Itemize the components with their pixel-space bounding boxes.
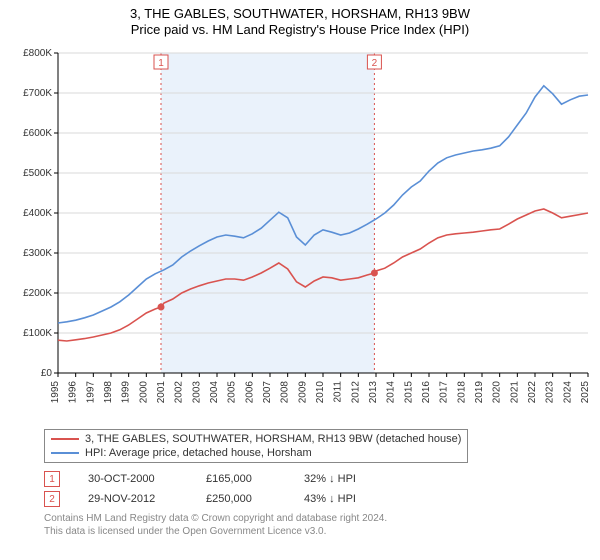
svg-text:1998: 1998: [103, 380, 114, 403]
svg-text:2004: 2004: [209, 380, 220, 403]
svg-text:2022: 2022: [527, 380, 538, 403]
svg-text:2010: 2010: [315, 380, 326, 403]
svg-text:2003: 2003: [191, 380, 202, 403]
table-row: 2 29-NOV-2012 £250,000 43% ↓ HPI: [44, 489, 590, 509]
svg-text:£600K: £600K: [23, 128, 52, 139]
svg-text:£700K: £700K: [23, 88, 52, 99]
svg-text:2009: 2009: [297, 380, 308, 403]
legend-swatch: [51, 438, 79, 440]
svg-text:£100K: £100K: [23, 328, 52, 339]
tx-date: 29-NOV-2012: [88, 493, 178, 505]
svg-text:2015: 2015: [403, 380, 414, 403]
svg-text:2023: 2023: [545, 380, 556, 403]
tx-marker-icon: 1: [44, 471, 60, 487]
svg-text:2020: 2020: [492, 380, 503, 403]
tx-pct: 32% ↓ HPI: [304, 473, 394, 485]
tx-date: 30-OCT-2000: [88, 473, 178, 485]
svg-text:1995: 1995: [50, 380, 61, 403]
legend-label: HPI: Average price, detached house, Hors…: [85, 446, 312, 460]
svg-text:2001: 2001: [156, 380, 167, 403]
legend-label: 3, THE GABLES, SOUTHWATER, HORSHAM, RH13…: [85, 432, 461, 446]
tx-pct: 43% ↓ HPI: [304, 493, 394, 505]
svg-text:2025: 2025: [580, 380, 591, 403]
svg-text:1999: 1999: [121, 380, 132, 403]
svg-text:2019: 2019: [474, 380, 485, 403]
svg-text:2006: 2006: [244, 380, 255, 403]
svg-text:2000: 2000: [138, 380, 149, 403]
svg-text:2016: 2016: [421, 380, 432, 403]
svg-text:£300K: £300K: [23, 248, 52, 259]
svg-text:2017: 2017: [439, 380, 450, 403]
tx-price: £165,000: [206, 473, 276, 485]
svg-text:2008: 2008: [280, 380, 291, 403]
svg-text:2021: 2021: [509, 380, 520, 403]
svg-text:1996: 1996: [68, 380, 79, 403]
svg-text:2: 2: [372, 58, 378, 69]
svg-text:2013: 2013: [368, 380, 379, 403]
chart-card: 3, THE GABLES, SOUTHWATER, HORSHAM, RH13…: [0, 0, 600, 560]
chart-area: £0 £100K £200K £300K £400K £500K £600K £700K £80…: [8, 43, 592, 423]
svg-text:£500K: £500K: [23, 168, 52, 179]
legend: 3, THE GABLES, SOUTHWATER, HORSHAM, RH13…: [44, 429, 468, 464]
chart-title: 3, THE GABLES, SOUTHWATER, HORSHAM, RH13…: [8, 6, 592, 22]
transaction-table: 1 30-OCT-2000 £165,000 32% ↓ HPI 2 29-NO…: [44, 469, 590, 509]
legend-swatch: [51, 452, 79, 454]
tx-marker-icon: 2: [44, 491, 60, 507]
svg-text:£800K: £800K: [23, 48, 52, 59]
svg-text:2002: 2002: [174, 380, 185, 403]
svg-text:2005: 2005: [227, 380, 238, 403]
svg-text:1997: 1997: [85, 380, 96, 403]
table-row: 1 30-OCT-2000 £165,000 32% ↓ HPI: [44, 469, 590, 489]
title-block: 3, THE GABLES, SOUTHWATER, HORSHAM, RH13…: [8, 6, 592, 39]
footer-line: Contains HM Land Registry data © Crown c…: [44, 513, 590, 526]
svg-text:2024: 2024: [562, 380, 573, 403]
svg-text:£400K: £400K: [23, 208, 52, 219]
svg-text:£200K: £200K: [23, 288, 52, 299]
footer-line: This data is licensed under the Open Gov…: [44, 526, 590, 539]
svg-text:2014: 2014: [386, 380, 397, 403]
chart-subtitle: Price paid vs. HM Land Registry's House …: [8, 22, 592, 38]
svg-text:2007: 2007: [262, 380, 273, 403]
svg-text:2011: 2011: [333, 380, 344, 402]
legend-item: HPI: Average price, detached house, Hors…: [51, 446, 461, 460]
svg-text:£0: £0: [41, 368, 53, 379]
svg-text:2012: 2012: [350, 380, 361, 403]
footer-attribution: Contains HM Land Registry data © Crown c…: [44, 513, 590, 538]
svg-text:1: 1: [158, 58, 164, 69]
legend-item: 3, THE GABLES, SOUTHWATER, HORSHAM, RH13…: [51, 432, 461, 446]
tx-price: £250,000: [206, 493, 276, 505]
svg-text:2018: 2018: [456, 380, 467, 403]
line-chart-svg: £0 £100K £200K £300K £400K £500K £600K £700K £80…: [8, 43, 592, 423]
